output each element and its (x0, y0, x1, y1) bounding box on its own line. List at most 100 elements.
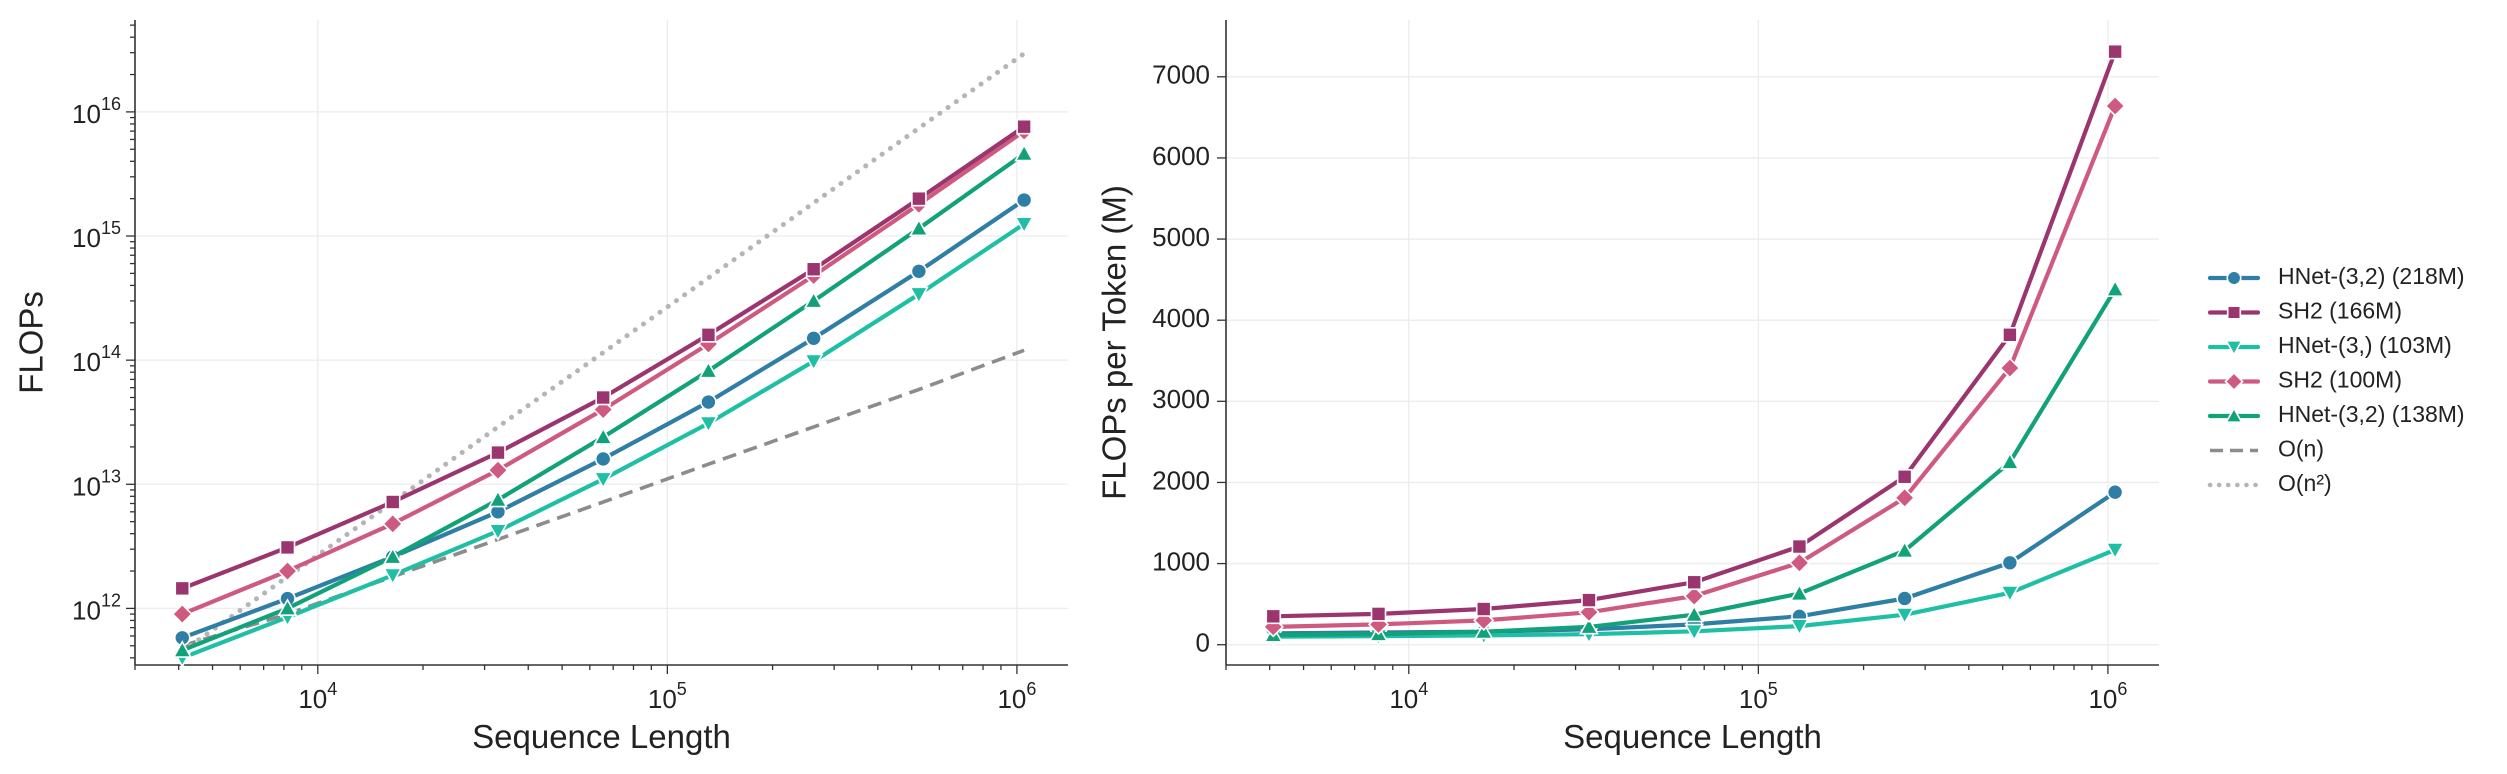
right-chart: 104 105 10601000200030004000500060007000Se… (1096, 20, 2159, 755)
y-tick-label: 1015 (72, 218, 121, 253)
data-point (698, 415, 719, 434)
x-tick-label: 104 (298, 679, 337, 714)
data-point (2107, 43, 2123, 60)
data-point (910, 262, 928, 280)
y-tick-label-base: 10 (72, 471, 101, 501)
x-tick-label: 105 (1739, 679, 1778, 714)
y-tick-label: 4000 (1152, 303, 1210, 333)
data-point (1015, 191, 1033, 209)
y-tick-label: 0 (1196, 628, 1210, 658)
data-point (277, 598, 298, 617)
legend-marker (2224, 340, 2244, 357)
data-point (1894, 487, 1916, 509)
data-point (488, 523, 508, 542)
y-tick-label-exp: 13 (101, 466, 121, 486)
legend-item-hnet-3-2-138m: HNet-(3,2) (138M) (2207, 401, 2465, 427)
data-point (490, 444, 506, 461)
y-tick-label: 6000 (1152, 141, 1210, 171)
x-tick-label: 104 (1389, 679, 1428, 714)
data-point (1014, 143, 1034, 162)
data-point (2106, 483, 2124, 501)
legend-marker (2226, 305, 2242, 320)
data-point (2001, 554, 2019, 572)
data-point (382, 546, 403, 565)
legend-label: HNet-(3,2) (138M) (2278, 401, 2465, 427)
data-point (1684, 623, 1705, 642)
data-point (382, 513, 404, 535)
series-line (180, 129, 1027, 617)
y-tick-label: 1012 (72, 590, 121, 625)
data-point (909, 218, 929, 237)
legend-label: SH2 (166M) (2278, 298, 2402, 324)
data-point (1788, 552, 1811, 574)
y-axis-label: FLOPs (13, 291, 50, 394)
x-tick-label-exp: 4 (327, 679, 337, 699)
series-o-n (179, 51, 1027, 654)
data-point (1370, 606, 1387, 622)
gridlines (135, 20, 1068, 665)
x-tick-label: 105 (648, 679, 687, 714)
x-tick-label: 106 (2088, 679, 2127, 714)
legend-label: O(n) (2278, 436, 2324, 462)
series-line (1271, 49, 2118, 619)
data-point (2105, 542, 2125, 560)
data-point (1579, 616, 1599, 635)
data-point (1999, 357, 2021, 379)
data-point (595, 389, 611, 406)
series-sh2-100m (1262, 95, 2126, 638)
data-point (698, 360, 719, 379)
data-point (594, 450, 612, 468)
data-point (1686, 574, 1702, 591)
series-sh2-166m (1265, 43, 2123, 625)
data-point (1581, 592, 1597, 608)
data-point (911, 190, 927, 207)
data-point (174, 580, 191, 597)
data-point (1791, 538, 1808, 555)
y-tick-label-exp: 14 (101, 342, 121, 362)
data-point (1683, 585, 1705, 607)
legend-item-hnet-3-103m: HNet-(3,) (103M) (2207, 332, 2452, 358)
series-hnet-3-2-138m (172, 143, 1034, 658)
x-tick-label-base: 10 (648, 684, 677, 714)
data-point (805, 261, 822, 278)
series-sh2-166m (174, 118, 1032, 597)
data-point (2002, 326, 2018, 343)
x-tick-label-base: 10 (2088, 684, 2117, 714)
x-tick-label-exp: 6 (1026, 679, 1036, 699)
x-tick-label-exp: 4 (1418, 679, 1428, 699)
y-tick-label: 1016 (72, 94, 121, 129)
legend-label: SH2 (100M) (2278, 367, 2402, 393)
data-point (487, 459, 509, 481)
data-point (1896, 468, 1913, 485)
x-tick-label-exp: 5 (677, 679, 687, 699)
series-o-n (181, 348, 1025, 648)
data-point (1894, 607, 1915, 625)
data-point (1265, 608, 1282, 625)
y-tick-label: 7000 (1152, 60, 1210, 90)
y-tick-label: 3000 (1152, 384, 1210, 414)
data-point (593, 471, 614, 490)
legend-marker (2224, 371, 2244, 392)
y-axis-label: FLOPs per Token (M) (1096, 185, 1133, 500)
data-point (279, 539, 296, 556)
y-tick-label-base: 10 (72, 347, 101, 377)
data-point (700, 327, 717, 343)
x-tick-label-base: 10 (997, 684, 1026, 714)
series-line (179, 51, 1027, 654)
y-tick-label: 1000 (1152, 546, 1210, 576)
x-tick-label-base: 10 (1389, 684, 1418, 714)
x-axis-label: Sequence Length (472, 718, 731, 755)
y-tick-label-base: 10 (72, 223, 101, 253)
data-point (2105, 279, 2125, 297)
series-sh2-100m (171, 120, 1035, 625)
series-line (180, 124, 1027, 591)
data-point (2000, 585, 2020, 603)
legend-label: HNet-(3,) (103M) (2278, 332, 2452, 358)
data-point (1016, 118, 1032, 135)
legend: HNet-(3,2) (218M) SH2 (166M) HNet-(3,) (10… (2207, 263, 2465, 496)
data-point (382, 567, 403, 586)
legend-item-hnet-3-2-218m: HNet-(3,2) (218M) (2207, 263, 2465, 289)
y-tick-label-exp: 12 (101, 590, 121, 610)
data-point (1789, 583, 1810, 602)
